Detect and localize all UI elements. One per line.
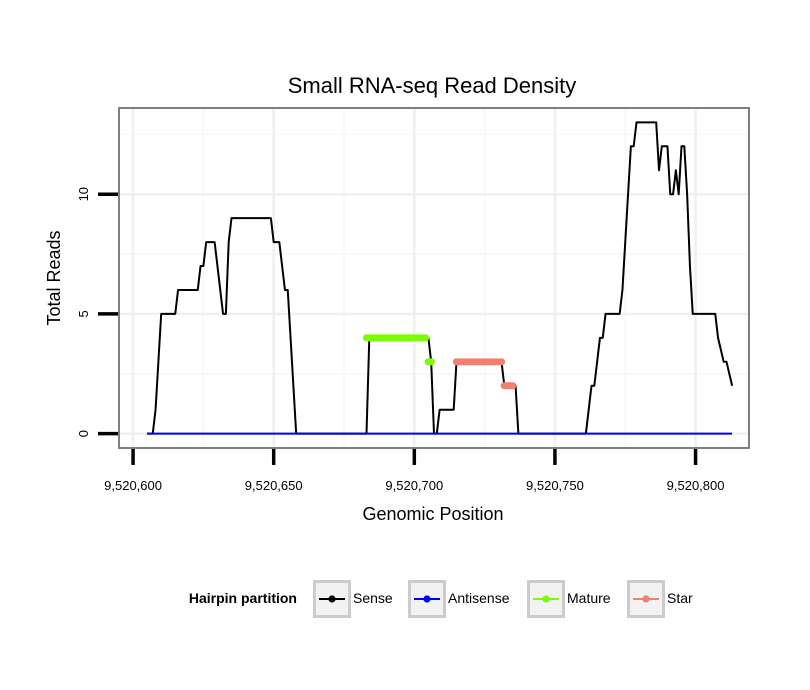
legend-key-point-sense [328, 595, 336, 603]
data-point-mature [421, 334, 430, 342]
x-tick-label: 9,520,800 [667, 478, 725, 493]
data-point-star [509, 382, 517, 390]
plot-panel-background [119, 108, 749, 448]
y-tick-label: 0 [76, 430, 91, 437]
y-tick-label: 5 [76, 310, 91, 317]
legend-key-point-mature [542, 595, 550, 603]
legend-key-point-star [642, 595, 650, 603]
legend-label-sense: Sense [353, 590, 393, 606]
legend-title: Hairpin partition [189, 590, 297, 606]
x-tick-label: 9,520,700 [385, 478, 443, 493]
legend-label-star: Star [667, 590, 693, 606]
y-axis: 0 5 10 [76, 187, 118, 437]
data-point-star [497, 358, 506, 366]
x-axis-title: Genomic Position [362, 504, 503, 524]
legend-label-antisense: Antisense [448, 590, 510, 606]
data-series [147, 121, 734, 435]
x-tick-label: 9,520,600 [104, 478, 162, 493]
x-tick-label: 9,520,650 [245, 478, 303, 493]
y-tick-label: 10 [76, 187, 91, 201]
legend: Hairpin partition Sense Antisense Mature St… [189, 580, 693, 618]
legend-key-point-antisense [423, 595, 431, 603]
legend-label-mature: Mature [567, 590, 611, 606]
x-tick-label: 9,520,750 [526, 478, 584, 493]
y-axis-title: Total Reads [44, 230, 64, 325]
data-point-mature [427, 358, 435, 366]
x-axis: 9,520,600 9,520,650 9,520,700 9,520,750 9,52… [104, 449, 724, 493]
plot-panel-border [118, 107, 750, 449]
chart-title: Small RNA-seq Read Density [288, 73, 577, 98]
